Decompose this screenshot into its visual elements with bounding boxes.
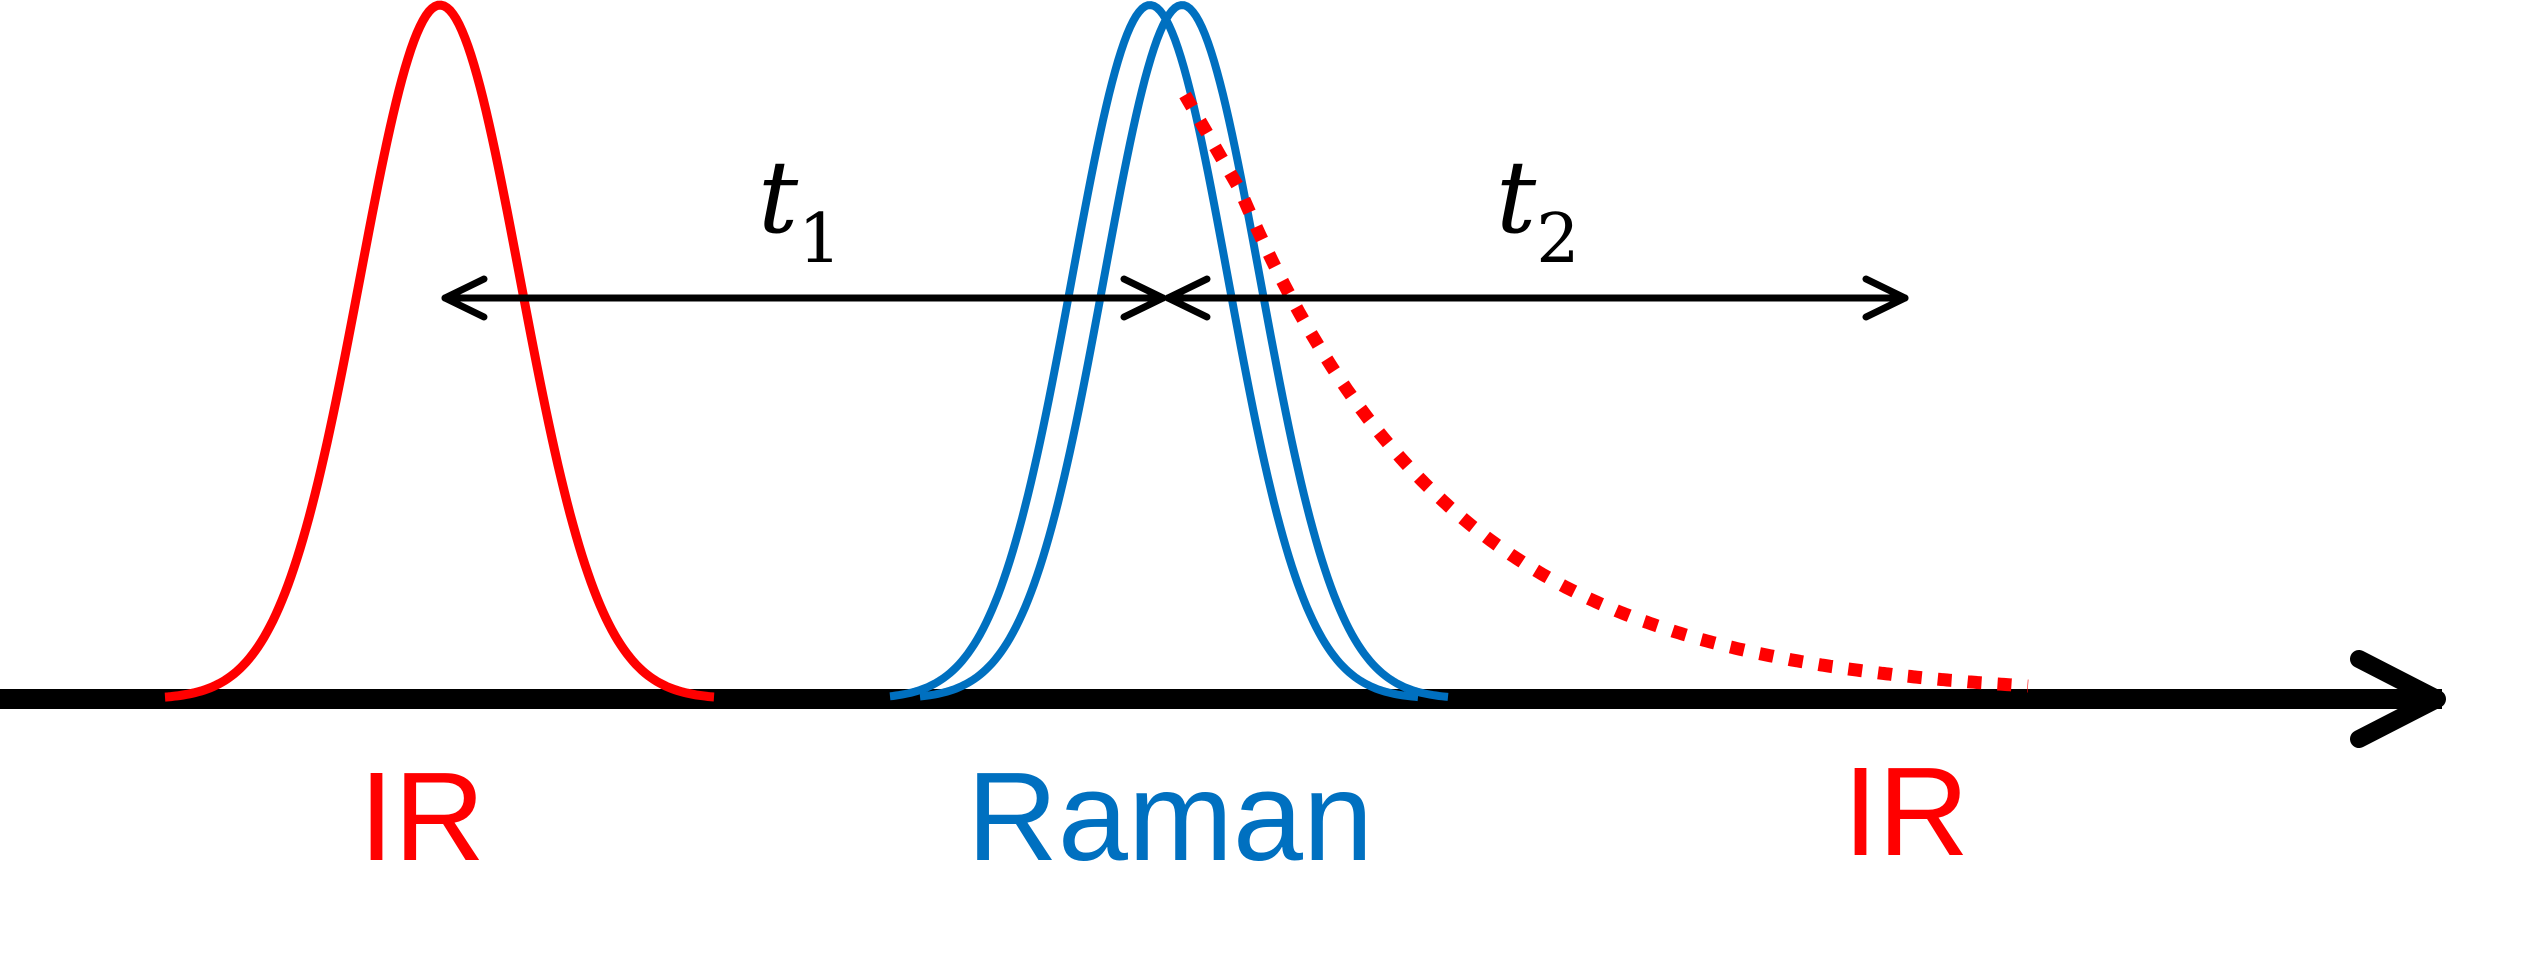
time-axis-arrowhead [2350,650,2446,748]
raman-label: Raman [967,746,1373,887]
t1-label: t1 [758,139,841,279]
t1-delay-arrow [441,275,1167,321]
ir-decay-signal [1179,91,2029,693]
ir-pump-pulse [164,0,715,702]
raman-pulse-1 [889,1,1419,702]
t2-delay-arrow [1164,275,1909,321]
raman-pulse-2 [919,1,1449,701]
t2-label: t2 [1496,139,1579,279]
ir-pump-label: IR [359,746,485,887]
ir-probe-label: IR [1843,741,1969,882]
